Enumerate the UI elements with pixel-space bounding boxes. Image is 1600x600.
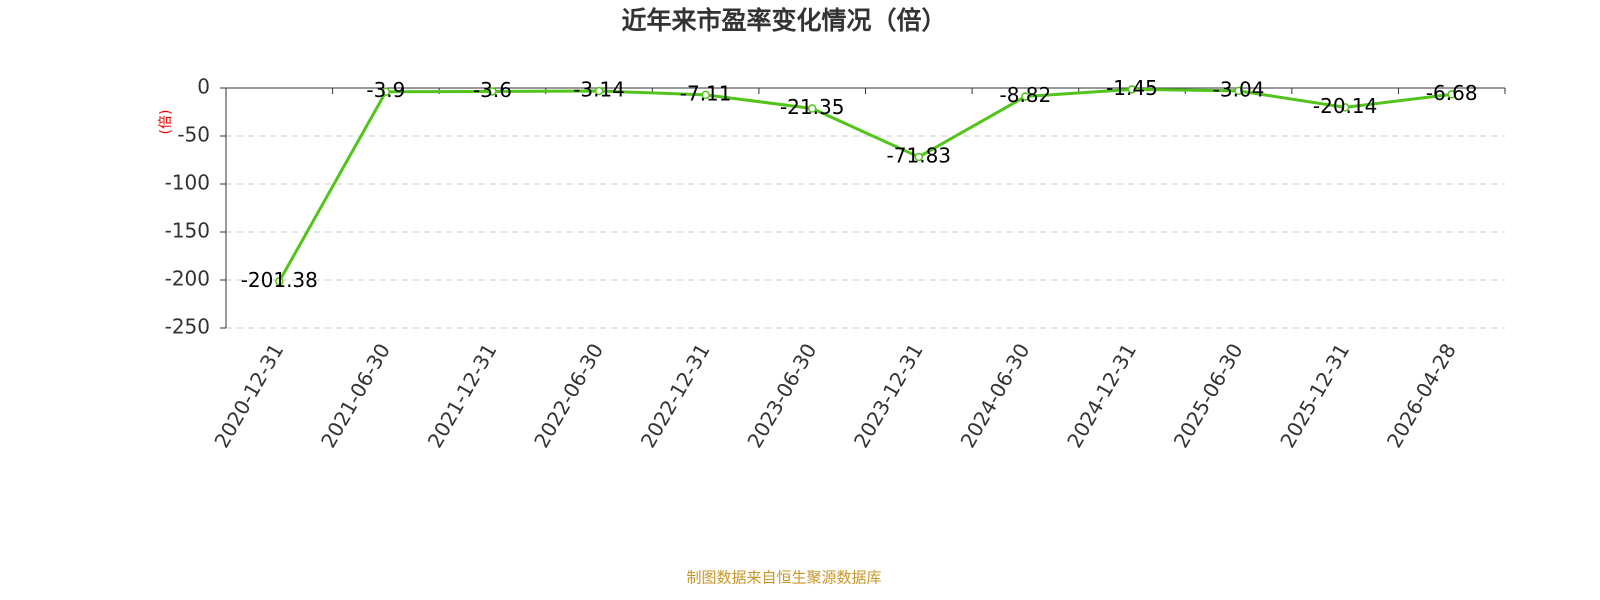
point bbox=[594, 86, 604, 96]
point bbox=[488, 87, 497, 96]
data-label: -71.83 bbox=[887, 143, 951, 167]
chart-title: 近年来市盈率变化情况（倍） bbox=[621, 6, 946, 35]
point bbox=[807, 104, 817, 113]
data-label: -3.14 bbox=[573, 78, 625, 102]
x-tick-label: 2021-06-30 bbox=[316, 339, 395, 452]
source-note: 制图数据来自恒生聚源数据库 bbox=[686, 569, 881, 587]
x-tick-label: 2021-12-31 bbox=[423, 339, 502, 452]
data-label: -201.38 bbox=[241, 268, 318, 292]
data-label: -20.14 bbox=[1313, 94, 1377, 118]
data-label: -21.35 bbox=[780, 95, 844, 119]
x-tick-label: 2023-06-30 bbox=[742, 339, 821, 452]
data-label: -7.11 bbox=[680, 81, 732, 105]
data-label: -3.6 bbox=[473, 78, 512, 102]
x-tick-label: 2026-04-28 bbox=[1382, 339, 1461, 452]
point bbox=[1340, 103, 1350, 112]
x-tick-label: 2024-12-31 bbox=[1062, 339, 1141, 452]
x-tick-label: 2025-12-31 bbox=[1275, 339, 1354, 452]
data-label: -3.04 bbox=[1213, 77, 1265, 101]
point bbox=[1127, 85, 1137, 94]
data-label: -3.9 bbox=[366, 78, 405, 102]
y-tick-label: -100 bbox=[165, 171, 210, 195]
x-tick-label: 2025-06-30 bbox=[1169, 339, 1248, 452]
x-tick-label: 2022-06-30 bbox=[529, 339, 608, 452]
data-label: -8.82 bbox=[1000, 83, 1052, 107]
data-label: -6.68 bbox=[1426, 81, 1478, 105]
line bbox=[277, 87, 1452, 283]
x-tick-label: 2020-12-31 bbox=[209, 339, 288, 452]
y-tick-label: -50 bbox=[177, 123, 210, 147]
point bbox=[914, 152, 924, 162]
y-tick-label: -200 bbox=[165, 267, 210, 291]
y-tick-label: -150 bbox=[165, 219, 210, 243]
x-tick-label: 2022-12-31 bbox=[636, 339, 715, 452]
point bbox=[275, 277, 284, 286]
point bbox=[1021, 92, 1030, 101]
point bbox=[701, 90, 710, 100]
y-tick-label: 0 bbox=[197, 75, 210, 99]
point bbox=[1234, 86, 1243, 96]
point bbox=[381, 87, 391, 96]
data-label: -1.45 bbox=[1106, 76, 1158, 100]
y-tick-label: -250 bbox=[165, 315, 210, 339]
y-axis-label: (倍) bbox=[158, 110, 174, 135]
point bbox=[1447, 90, 1456, 99]
x-tick-label: 2024-06-30 bbox=[956, 339, 1035, 452]
x-tick-label: 2023-12-31 bbox=[849, 339, 928, 452]
